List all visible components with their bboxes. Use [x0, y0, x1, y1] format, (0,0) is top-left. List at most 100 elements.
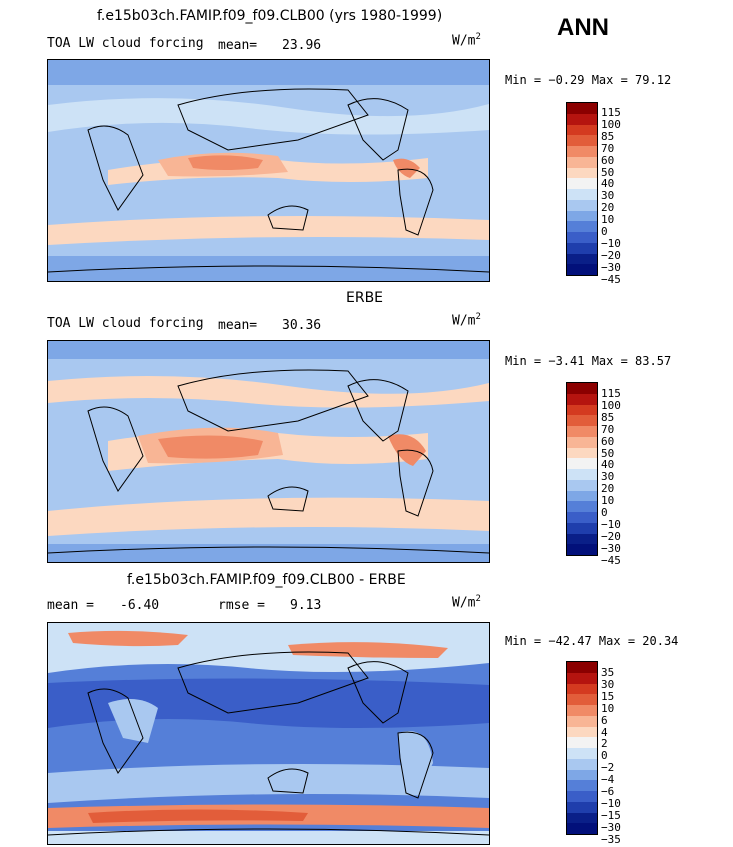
panel2-map	[47, 340, 490, 563]
colorbar-swatch	[567, 522, 597, 534]
panel3-colorbar-ticks: 35 30 15 10 6 4 2 0 −2 −4 −6 −10 −15 −30 −35	[601, 667, 621, 846]
colorbar-swatch	[567, 694, 597, 705]
colorbar-tick-label: −30	[601, 541, 621, 555]
colorbar-tick-label: 20	[601, 201, 615, 215]
colorbar-tick-label: −20	[601, 248, 621, 262]
panel2-mean-value: 30.36	[282, 318, 322, 333]
colorbar-tick-label: 115	[601, 387, 621, 400]
colorbar-swatch	[567, 415, 597, 426]
panel2-colorbar-ticks: 115 100 85 70 60 50 40 30 20 10 0 −10 −20 −30 −45	[601, 388, 621, 567]
colorbar-tick-label: −6	[601, 785, 615, 799]
colorbar-tick-label: 60	[601, 153, 615, 167]
colorbar-tick-label: 70	[601, 141, 615, 155]
colorbar-swatch	[567, 146, 597, 157]
colorbar-swatch	[567, 715, 597, 727]
colorbar-swatch	[567, 264, 597, 275]
colorbar-swatch	[567, 103, 597, 114]
colorbar-tick-label: 50	[601, 446, 615, 460]
colorbar-tick-label: −10	[601, 796, 621, 810]
colorbar-tick-label: 0	[601, 506, 608, 520]
colorbar-swatch	[567, 189, 597, 200]
colorbar-swatch	[567, 769, 597, 781]
colorbar-swatch	[567, 199, 597, 211]
panel1-title: f.e15b03ch.FAMIP.f09_f09.CLB00 (yrs 1980…	[97, 8, 443, 24]
colorbar-swatch	[567, 501, 597, 512]
panel1-units: W/m2	[452, 32, 481, 49]
panel2-minmax: Min = −3.41 Max = 83.57	[505, 354, 672, 368]
colorbar-swatch	[567, 447, 597, 459]
panel1-mean-label: mean=	[218, 38, 258, 53]
colorbar-tick-label: −30	[601, 260, 621, 274]
colorbar-swatch	[567, 672, 597, 684]
panel3-units: W/m2	[452, 594, 481, 611]
colorbar-swatch	[567, 726, 597, 738]
colorbar-swatch	[567, 232, 597, 243]
colorbar-tick-label: −4	[601, 773, 615, 787]
panel2-title: ERBE	[346, 290, 384, 306]
panel1-contour-field	[48, 60, 489, 281]
panel2-mean-label: mean=	[218, 318, 258, 333]
colorbar-swatch	[567, 242, 597, 254]
colorbar-swatch	[567, 458, 597, 469]
colorbar-tick-label: −10	[601, 236, 621, 250]
colorbar-tick-label: 60	[601, 434, 615, 448]
colorbar-swatch	[567, 469, 597, 480]
panel3-rmse-value: 9.13	[290, 598, 322, 613]
colorbar-swatch	[567, 823, 597, 834]
colorbar-tick-label: 115	[601, 106, 621, 119]
colorbar-tick-label: 70	[601, 422, 615, 436]
colorbar-swatch	[567, 135, 597, 146]
colorbar-tick-label: 10	[601, 213, 615, 227]
panel1-colorbar-ticks: 115 100 85 70 60 50 40 30 20 10 0 −10 −20 −30 −45	[601, 107, 621, 286]
panel1-colorbar	[566, 102, 598, 276]
colorbar-tick-label: 0	[601, 749, 608, 763]
colorbar-tick-label: 30	[601, 470, 615, 484]
colorbar-swatch	[567, 801, 597, 813]
colorbar-tick-label: 35	[601, 666, 615, 679]
colorbar-swatch	[567, 210, 597, 222]
panel2-contour-field	[48, 341, 489, 562]
colorbar-tick-label: −10	[601, 517, 621, 531]
colorbar-tick-label: 30	[601, 677, 615, 691]
panel1-mean-value: 23.96	[282, 38, 322, 53]
colorbar-swatch	[567, 393, 597, 405]
colorbar-swatch	[567, 780, 597, 791]
colorbar-swatch	[567, 737, 597, 748]
colorbar-tick-label: −2	[601, 761, 615, 775]
colorbar-tick-label: 15	[601, 689, 615, 703]
colorbar-tick-label: 100	[601, 117, 621, 131]
colorbar-swatch	[567, 512, 597, 523]
colorbar-tick-label: 20	[601, 482, 615, 496]
colorbar-tick-label: 10	[601, 494, 615, 508]
colorbar-swatch	[567, 156, 597, 168]
panel3-contour-field	[48, 623, 489, 844]
colorbar-swatch	[567, 533, 597, 545]
colorbar-swatch	[567, 383, 597, 394]
panel2-field-label: TOA LW cloud forcing	[47, 316, 204, 331]
colorbar-tick-label: 10	[601, 701, 615, 715]
colorbar-swatch	[567, 167, 597, 179]
colorbar-tick-label: −30	[601, 820, 621, 834]
colorbar-swatch	[567, 221, 597, 232]
colorbar-tick-label: −15	[601, 808, 621, 822]
colorbar-swatch	[567, 544, 597, 555]
panel1-minmax: Min = −0.29 Max = 79.12	[505, 73, 672, 87]
panel3-rmse-label: rmse =	[218, 598, 265, 613]
colorbar-swatch	[567, 426, 597, 437]
colorbar-swatch	[567, 253, 597, 265]
colorbar-tick-label: 4	[601, 725, 608, 739]
colorbar-tick-label: 30	[601, 189, 615, 203]
colorbar-tick-label: 85	[601, 410, 615, 424]
panel3-minmax: Min = −42.47 Max = 20.34	[505, 634, 679, 648]
panel3-map	[47, 622, 490, 845]
colorbar-tick-label: 2	[601, 737, 608, 751]
panel2-units: W/m2	[452, 312, 481, 329]
panel3-mean-value: -6.40	[120, 598, 160, 613]
panel1-map	[47, 59, 490, 282]
colorbar-tick-label: −45	[601, 272, 621, 286]
colorbar-swatch	[567, 758, 597, 770]
colorbar-tick-label: −35	[601, 832, 621, 846]
colorbar-tick-label: 50	[601, 165, 615, 179]
colorbar-tick-label: −45	[601, 553, 621, 567]
panel2-colorbar	[566, 382, 598, 556]
